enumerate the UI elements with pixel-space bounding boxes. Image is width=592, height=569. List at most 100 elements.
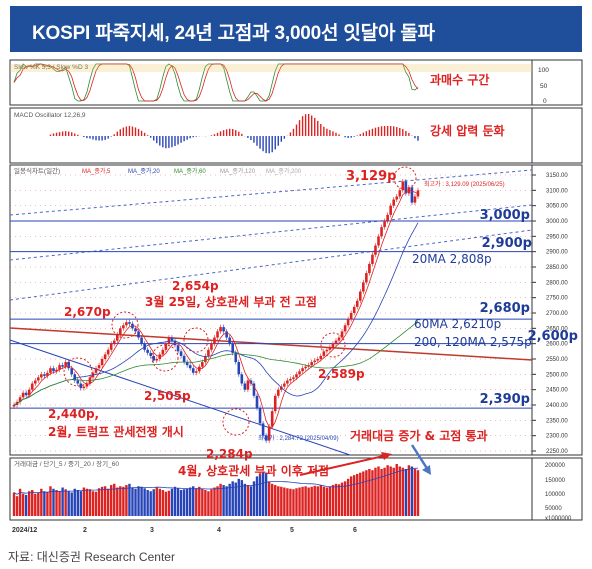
candle-body — [128, 322, 131, 324]
volume-bar — [349, 476, 353, 516]
circle-2589 — [320, 332, 346, 358]
volume-bar — [353, 475, 356, 516]
volume-bar — [143, 488, 146, 516]
ann-volume-note: 거래대금 증가 & 고점 통과 — [350, 428, 488, 443]
volume-ma — [13, 467, 419, 495]
candle-body — [149, 352, 152, 356]
volume-bar — [334, 483, 338, 516]
price-tick: 2350.00 — [546, 418, 568, 424]
ann-2654: 2,654p — [172, 279, 219, 293]
ann-high: 3,129p — [346, 169, 396, 184]
volume-bar — [277, 486, 280, 516]
candle-body — [207, 349, 210, 356]
volume-bar — [322, 486, 326, 516]
candle-body — [319, 355, 323, 359]
arrow-red-head — [381, 452, 392, 460]
candle-body — [134, 328, 137, 332]
ann-march25: 3월 25일, 상호관세 부과 전 고점 — [145, 294, 317, 309]
volume-bar — [128, 483, 131, 516]
key-levels — [10, 220, 532, 409]
volume-bar — [228, 483, 231, 516]
candle-body — [185, 362, 189, 366]
candle-body — [316, 359, 320, 361]
volume-bar — [398, 466, 401, 516]
candle-body — [355, 300, 359, 307]
volume-bar — [328, 486, 332, 516]
ma-lines — [13, 189, 419, 428]
volume-bar — [134, 488, 137, 516]
candle-body — [377, 236, 380, 246]
volume-bar — [176, 488, 180, 516]
arrow-red — [299, 454, 389, 476]
candle-body — [140, 337, 143, 344]
volume-tick: 200000 — [545, 463, 566, 469]
volume-bar — [24, 494, 28, 516]
ma-line-20 — [13, 222, 419, 406]
candle-body — [228, 337, 231, 344]
candle-body — [255, 395, 259, 409]
volume-bar — [64, 489, 67, 516]
volume-bar — [295, 488, 298, 516]
candle-body — [109, 343, 113, 350]
candle-body — [115, 334, 119, 341]
volume-bar — [55, 490, 58, 516]
price-tick: 2700.00 — [546, 311, 568, 317]
ann-2670: 2,670p — [64, 305, 111, 319]
candle-body — [322, 351, 326, 356]
volume-bar — [27, 491, 31, 516]
ma-legend-item: MA_종가,20 — [128, 167, 160, 175]
volume-bar — [216, 486, 219, 516]
candle-body — [100, 359, 104, 366]
volume-bar — [85, 488, 89, 516]
volume-bar — [258, 473, 262, 516]
ann-ma60: 60MA 2,6210p — [414, 317, 501, 331]
candle-body — [85, 383, 89, 387]
volume-bar — [131, 487, 134, 516]
candle-body — [352, 306, 356, 313]
volume-bar — [374, 467, 377, 516]
x-label-0: 2024/12 — [12, 527, 37, 534]
candle-body — [164, 343, 168, 350]
volume-bar — [152, 489, 155, 516]
candle-body — [64, 362, 67, 367]
volume-bar — [401, 467, 405, 516]
volume-bar — [158, 488, 162, 516]
candle-body — [73, 374, 77, 381]
candle-body — [30, 383, 34, 390]
candle-body — [313, 360, 317, 363]
candle-body — [413, 196, 417, 203]
volume-bar — [395, 464, 398, 516]
candle-body — [76, 380, 80, 384]
ann-ma200: 200, 120MA 2,575p — [414, 335, 532, 349]
candle-body — [155, 359, 159, 361]
candle-body — [58, 365, 61, 370]
candle-body — [362, 282, 365, 292]
volume-bar — [286, 488, 289, 516]
circle-2284 — [222, 408, 250, 436]
candle-body — [194, 371, 198, 373]
volume-bar — [73, 488, 76, 516]
volume-bar — [234, 482, 237, 516]
ann-2440: 2,440p, — [48, 407, 99, 421]
ann-2505: 2,505p — [144, 389, 191, 403]
candle-body — [225, 331, 228, 338]
candle-body — [33, 380, 37, 384]
volume-bar — [43, 491, 46, 516]
arrow-blue — [410, 444, 430, 471]
volume-bar — [356, 473, 359, 516]
volume-bar — [368, 468, 371, 516]
volume-bar — [204, 490, 207, 516]
price-tick: 2850.00 — [546, 265, 568, 271]
candle-body — [392, 199, 395, 206]
candle-body — [261, 423, 265, 436]
price-label: 일봉식차트(일간) — [14, 166, 60, 175]
volume-bar — [82, 487, 86, 516]
price-tick: 2450.00 — [546, 388, 568, 394]
price-tick: 2300.00 — [546, 434, 568, 440]
volume-bar — [219, 483, 222, 516]
candle-body — [176, 345, 180, 352]
volume-bar — [289, 488, 292, 516]
volume-bar — [37, 492, 40, 516]
volume-bar — [389, 466, 392, 516]
volume-bar — [343, 481, 347, 516]
